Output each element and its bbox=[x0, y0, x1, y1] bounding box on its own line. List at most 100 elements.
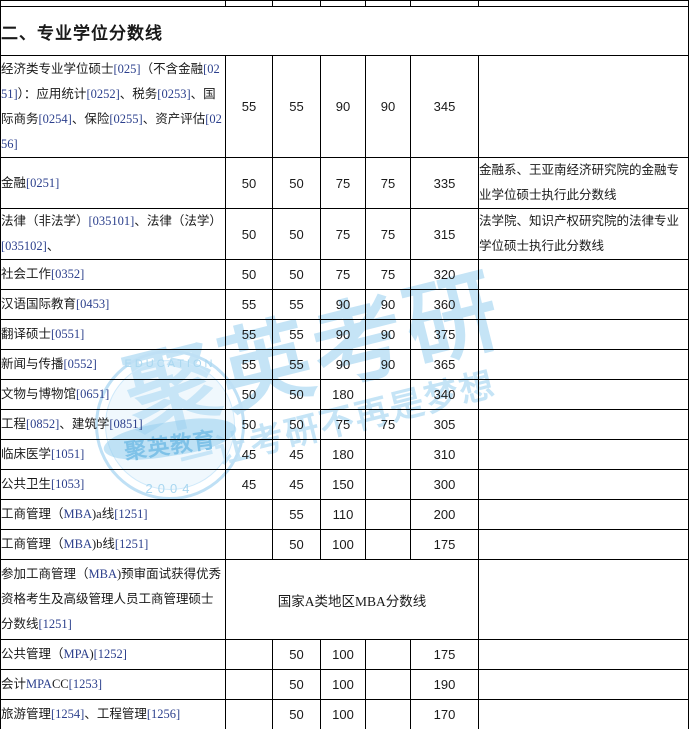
row-note bbox=[478, 499, 689, 530]
table-row: 公共管理（MPA)[1252] 50 100 175 bbox=[0, 639, 689, 670]
table-row: 汉语国际教育[0453] 55 55 90 90 360 bbox=[0, 289, 689, 320]
row-note bbox=[478, 639, 689, 670]
row-score-politics bbox=[225, 499, 273, 530]
row-score-foreign: 50 bbox=[272, 157, 321, 209]
row-score-politics: 55 bbox=[225, 319, 273, 350]
row-name: 金融[0251] bbox=[0, 157, 226, 209]
row-name: 参加工商管理（MBA)预审面试获得优秀资格考生及高级管理人员工商管理硕士分数线[… bbox=[0, 559, 226, 640]
row-score-politics bbox=[225, 699, 273, 729]
row-score-subject3: 90 bbox=[320, 289, 366, 320]
row-score-foreign: 50 bbox=[272, 639, 321, 670]
row-score-politics: 50 bbox=[225, 379, 273, 410]
row-name: 法律（非法学）[035101]、法律（法学）[035102]、 bbox=[0, 208, 226, 260]
row-note bbox=[478, 699, 689, 729]
row-score-foreign: 50 bbox=[272, 208, 321, 260]
row-score-subject3: 100 bbox=[320, 529, 366, 560]
row-score-subject4: 75 bbox=[365, 409, 411, 440]
row-score-subject4 bbox=[365, 379, 411, 410]
row-score-foreign: 55 bbox=[272, 319, 321, 350]
row-note bbox=[478, 529, 689, 560]
row-score-subject3: 90 bbox=[320, 349, 366, 380]
row-score-politics: 55 bbox=[225, 289, 273, 320]
row-score-politics: 55 bbox=[225, 349, 273, 380]
row-score-foreign: 45 bbox=[272, 439, 321, 470]
row-score-total: 365 bbox=[410, 349, 479, 380]
row-note bbox=[478, 259, 689, 290]
page-title: 二、专业学位分数线 bbox=[0, 6, 689, 56]
row-score-subject3: 90 bbox=[320, 319, 366, 350]
row-score-subject4: 75 bbox=[365, 259, 411, 290]
row-score-foreign: 45 bbox=[272, 469, 321, 500]
row-note bbox=[478, 409, 689, 440]
row-score-subject4: 90 bbox=[365, 319, 411, 350]
row-score-subject4 bbox=[365, 469, 411, 500]
table-row: 金融[0251] 50 50 75 75 335 金融系、王亚南经济研究院的金融… bbox=[0, 157, 689, 209]
row-score-subject4 bbox=[365, 669, 411, 700]
row-name: 汉语国际教育[0453] bbox=[0, 289, 226, 320]
row-note bbox=[478, 319, 689, 350]
row-score-foreign: 50 bbox=[272, 529, 321, 560]
row-note bbox=[478, 469, 689, 500]
row-score-total: 345 bbox=[410, 55, 479, 158]
row-name: 翻译硕士[0551] bbox=[0, 319, 226, 350]
table-row: 经济类专业学位硕士[025]（不含金融[0251]）：应用统计[0252]、税务… bbox=[0, 55, 689, 158]
table-row: 临床医学[1051] 45 45 180 310 bbox=[0, 439, 689, 470]
table-row: 工商管理（MBA)b线[1251] 50 100 175 bbox=[0, 529, 689, 560]
table-row: 会计MPACC[1253] 50 100 190 bbox=[0, 669, 689, 700]
row-name: 公共卫生[1053] bbox=[0, 469, 226, 500]
row-name: 工程[0852]、建筑学[0851] bbox=[0, 409, 226, 440]
row-score-politics: 55 bbox=[225, 55, 273, 158]
row-score-total: 360 bbox=[410, 289, 479, 320]
table-row: 工程[0852]、建筑学[0851] 50 50 75 75 305 bbox=[0, 409, 689, 440]
row-name: 临床医学[1051] bbox=[0, 439, 226, 470]
row-score-foreign: 50 bbox=[272, 379, 321, 410]
row-score-total: 375 bbox=[410, 319, 479, 350]
row-score-foreign: 55 bbox=[272, 55, 321, 158]
table-row: 公共卫生[1053] 45 45 150 300 bbox=[0, 469, 689, 500]
row-name: 工商管理（MBA)a线[1251] bbox=[0, 499, 226, 530]
table-row: 文物与博物馆[0651] 50 50 180 340 bbox=[0, 379, 689, 410]
row-score-politics: 50 bbox=[225, 157, 273, 209]
row-name: 经济类专业学位硕士[025]（不含金融[0251]）：应用统计[0252]、税务… bbox=[0, 55, 226, 158]
row-score-foreign: 55 bbox=[272, 499, 321, 530]
merged-note-cell: 国家A类地区MBA分数线 bbox=[225, 559, 479, 640]
row-note bbox=[478, 559, 689, 640]
row-score-subject3: 110 bbox=[320, 499, 366, 530]
row-score-subject3: 100 bbox=[320, 669, 366, 700]
row-score-subject3: 100 bbox=[320, 699, 366, 729]
row-name: 文物与博物馆[0651] bbox=[0, 379, 226, 410]
row-score-subject3: 90 bbox=[320, 55, 366, 158]
row-score-politics: 50 bbox=[225, 409, 273, 440]
row-score-subject4 bbox=[365, 639, 411, 670]
row-score-total: 175 bbox=[410, 529, 479, 560]
row-score-politics: 45 bbox=[225, 439, 273, 470]
row-score-politics bbox=[225, 669, 273, 700]
table-row-mba-merged: 参加工商管理（MBA)预审面试获得优秀资格考生及高级管理人员工商管理硕士分数线[… bbox=[0, 559, 689, 640]
row-score-total: 315 bbox=[410, 208, 479, 260]
row-note bbox=[478, 669, 689, 700]
table-row: 工商管理（MBA)a线[1251] 55 110 200 bbox=[0, 499, 689, 530]
row-score-politics: 45 bbox=[225, 469, 273, 500]
row-note bbox=[478, 439, 689, 470]
row-score-foreign: 55 bbox=[272, 349, 321, 380]
row-name: 会计MPACC[1253] bbox=[0, 669, 226, 700]
row-name: 公共管理（MPA)[1252] bbox=[0, 639, 226, 670]
row-score-subject3: 100 bbox=[320, 639, 366, 670]
table-row: 旅游管理[1254]、工程管理[1256] 50 100 170 bbox=[0, 699, 689, 729]
row-score-foreign: 50 bbox=[272, 409, 321, 440]
row-score-subject3: 180 bbox=[320, 379, 366, 410]
row-score-total: 190 bbox=[410, 669, 479, 700]
row-score-subject4 bbox=[365, 439, 411, 470]
row-score-subject3: 150 bbox=[320, 469, 366, 500]
row-score-subject4: 90 bbox=[365, 349, 411, 380]
table-row: 新闻与传播[0552] 55 55 90 90 365 bbox=[0, 349, 689, 380]
row-note bbox=[478, 349, 689, 380]
row-note bbox=[478, 379, 689, 410]
section-title-row: 二、专业学位分数线 bbox=[0, 6, 689, 56]
row-note bbox=[478, 289, 689, 320]
row-score-subject3: 75 bbox=[320, 157, 366, 209]
row-score-foreign: 50 bbox=[272, 699, 321, 729]
